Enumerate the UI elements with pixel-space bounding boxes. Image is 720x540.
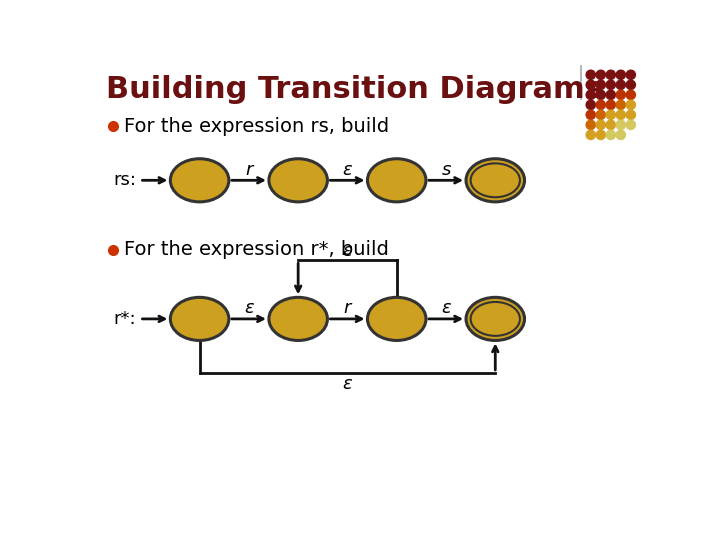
- Ellipse shape: [367, 159, 426, 202]
- Circle shape: [616, 100, 626, 110]
- Text: rs:: rs:: [114, 171, 137, 190]
- Circle shape: [596, 100, 606, 110]
- Circle shape: [586, 80, 595, 90]
- Circle shape: [626, 90, 636, 99]
- Text: ε: ε: [343, 375, 352, 393]
- Text: r: r: [343, 299, 351, 317]
- Circle shape: [606, 110, 616, 119]
- Text: ε: ε: [244, 299, 253, 317]
- Circle shape: [616, 70, 626, 79]
- Circle shape: [616, 130, 626, 139]
- Circle shape: [586, 70, 595, 79]
- Ellipse shape: [171, 159, 229, 202]
- Circle shape: [596, 110, 606, 119]
- Circle shape: [606, 80, 616, 90]
- Ellipse shape: [367, 298, 426, 340]
- Circle shape: [586, 90, 595, 99]
- Text: ε: ε: [343, 242, 352, 260]
- Text: For the expression rs, build: For the expression rs, build: [124, 117, 390, 136]
- Circle shape: [596, 120, 606, 130]
- Ellipse shape: [466, 298, 525, 340]
- Ellipse shape: [471, 302, 520, 336]
- Circle shape: [596, 90, 606, 99]
- Text: For the expression r*, build: For the expression r*, build: [124, 240, 389, 259]
- Circle shape: [586, 120, 595, 130]
- Circle shape: [606, 100, 616, 110]
- Circle shape: [606, 90, 616, 99]
- Text: r*:: r*:: [114, 310, 137, 328]
- Circle shape: [586, 110, 595, 119]
- Circle shape: [606, 130, 616, 139]
- Text: Building Transition Diagrams: Building Transition Diagrams: [106, 75, 603, 104]
- Circle shape: [596, 80, 606, 90]
- Circle shape: [596, 70, 606, 79]
- Ellipse shape: [269, 159, 328, 202]
- Ellipse shape: [269, 298, 328, 340]
- Circle shape: [626, 110, 636, 119]
- Circle shape: [606, 70, 616, 79]
- Circle shape: [616, 110, 626, 119]
- Ellipse shape: [466, 159, 525, 202]
- Text: r: r: [246, 160, 253, 179]
- Circle shape: [606, 120, 616, 130]
- Circle shape: [626, 100, 636, 110]
- Circle shape: [626, 80, 636, 90]
- Circle shape: [596, 130, 606, 139]
- Ellipse shape: [171, 298, 229, 340]
- Text: ε: ε: [441, 299, 451, 317]
- Circle shape: [586, 100, 595, 110]
- Ellipse shape: [471, 164, 520, 197]
- Circle shape: [616, 120, 626, 130]
- Text: s: s: [441, 160, 451, 179]
- Circle shape: [616, 80, 626, 90]
- Circle shape: [586, 130, 595, 139]
- Circle shape: [626, 70, 636, 79]
- Circle shape: [616, 90, 626, 99]
- Text: ε: ε: [343, 160, 352, 179]
- Circle shape: [626, 120, 636, 130]
